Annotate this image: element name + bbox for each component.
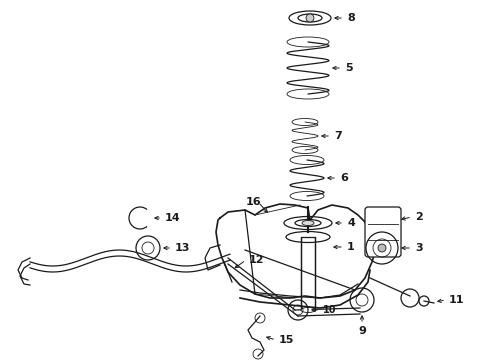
Text: 5: 5 — [345, 63, 353, 73]
Circle shape — [306, 14, 314, 22]
Circle shape — [378, 244, 386, 252]
Text: 12: 12 — [249, 255, 265, 265]
Text: 1: 1 — [347, 242, 355, 252]
FancyBboxPatch shape — [365, 207, 401, 257]
Text: 3: 3 — [415, 243, 422, 253]
Text: 15: 15 — [279, 335, 294, 345]
Text: 2: 2 — [415, 212, 423, 222]
Text: 10: 10 — [323, 305, 337, 315]
Text: 11: 11 — [449, 295, 465, 305]
Ellipse shape — [302, 220, 314, 225]
Ellipse shape — [301, 307, 315, 312]
Text: 4: 4 — [347, 218, 355, 228]
Text: 13: 13 — [175, 243, 191, 253]
Text: 6: 6 — [340, 173, 348, 183]
Text: 7: 7 — [334, 131, 342, 141]
Text: 8: 8 — [347, 13, 355, 23]
Text: 16: 16 — [245, 197, 261, 207]
Text: 14: 14 — [165, 213, 181, 223]
Text: 9: 9 — [358, 326, 366, 336]
Bar — [301, 237, 315, 310]
